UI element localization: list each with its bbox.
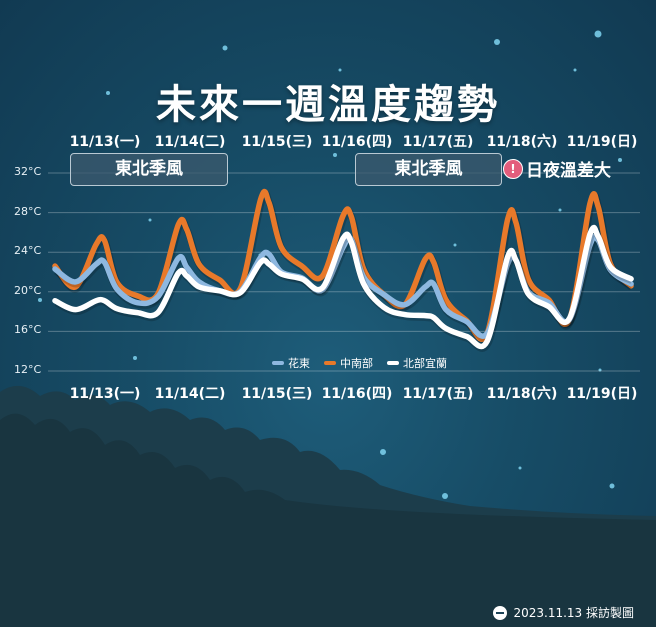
forest-silhouette: [0, 385, 656, 627]
star-6: [618, 158, 622, 162]
star-14: [609, 483, 615, 489]
hill-front: [0, 413, 656, 627]
star-10: [598, 368, 602, 372]
legend-swatch-central-south: [324, 361, 336, 365]
star-7: [558, 208, 562, 212]
series-shadow-hualien: [53, 234, 635, 342]
monsoon-badge-2: 東北季風: [355, 153, 502, 186]
star-8: [453, 243, 457, 247]
date-top-2: 11/15(三): [241, 134, 313, 150]
date-top-6: 11/19(日): [566, 134, 638, 150]
star-18: [148, 218, 152, 222]
date-top-1: 11/14(二): [154, 134, 226, 150]
legend-label-central-south: 中南部: [340, 357, 373, 370]
series-shadow-north-yilan: [54, 226, 634, 352]
y-tick-label-5: 12°C: [14, 363, 42, 376]
date-top-5: 11/18(六): [486, 134, 558, 150]
chart-legend: 花東 中南部 北部宜蘭: [272, 355, 447, 371]
y-tick-label-1: 28°C: [14, 204, 42, 218]
star-9: [38, 298, 42, 302]
legend-item-north-yilan: 北部宜蘭: [387, 355, 447, 371]
chart-gridlines: [48, 172, 640, 372]
series-line-north-yilan: [52, 224, 634, 350]
publisher-logo-icon: [493, 605, 508, 620]
star-16: [333, 153, 337, 157]
monsoon-badge-1: 東北季風: [70, 153, 228, 186]
star-2: [594, 30, 602, 38]
star-11: [133, 356, 137, 360]
date-top-0: 11/13(一): [69, 134, 141, 150]
y-tick-label-2: 24°C: [14, 244, 42, 258]
temperature-alert: ! 日夜溫差大: [503, 156, 611, 181]
legend-item-hualien: 花東: [272, 355, 310, 371]
star-field: [38, 30, 622, 499]
legend-swatch-hualien: [272, 361, 284, 365]
page-title: 未來一週溫度趨勢: [156, 82, 500, 128]
y-tick-label-3: 20°C: [14, 283, 42, 297]
legend-label-north-yilan: 北部宜蘭: [403, 357, 447, 370]
date-bottom-4: 11/17(五): [402, 386, 474, 402]
exclamation-icon: !: [503, 158, 523, 179]
date-top-4: 11/17(五): [402, 134, 474, 150]
date-bottom-1: 11/14(二): [154, 386, 226, 402]
star-4: [573, 68, 577, 72]
star-15: [518, 466, 522, 470]
credit-line: 2023.11.13 採訪製圖: [493, 604, 634, 621]
date-top-3: 11/16(四): [321, 134, 393, 150]
star-0: [222, 45, 228, 51]
date-bottom-5: 11/18(六): [486, 386, 558, 402]
chart-series-lines: [52, 188, 635, 352]
star-13: [442, 493, 448, 499]
star-3: [106, 91, 110, 95]
legend-label-hualien: 花東: [288, 357, 310, 370]
alert-text: 日夜溫差大: [526, 161, 611, 181]
star-1: [494, 39, 500, 45]
y-tick-label-0: 32°C: [14, 165, 42, 178]
credit-text: 2023.11.13 採訪製圖: [513, 606, 634, 620]
date-bottom-0: 11/13(一): [69, 386, 141, 402]
date-bottom-6: 11/19(日): [566, 386, 638, 402]
legend-item-central-south: 中南部: [324, 355, 373, 371]
y-tick-label-4: 16°C: [14, 323, 42, 337]
star-5: [338, 68, 342, 72]
star-12: [380, 449, 386, 455]
date-bottom-2: 11/15(三): [241, 386, 313, 402]
legend-swatch-north-yilan: [387, 361, 399, 365]
date-bottom-3: 11/16(四): [321, 386, 393, 402]
